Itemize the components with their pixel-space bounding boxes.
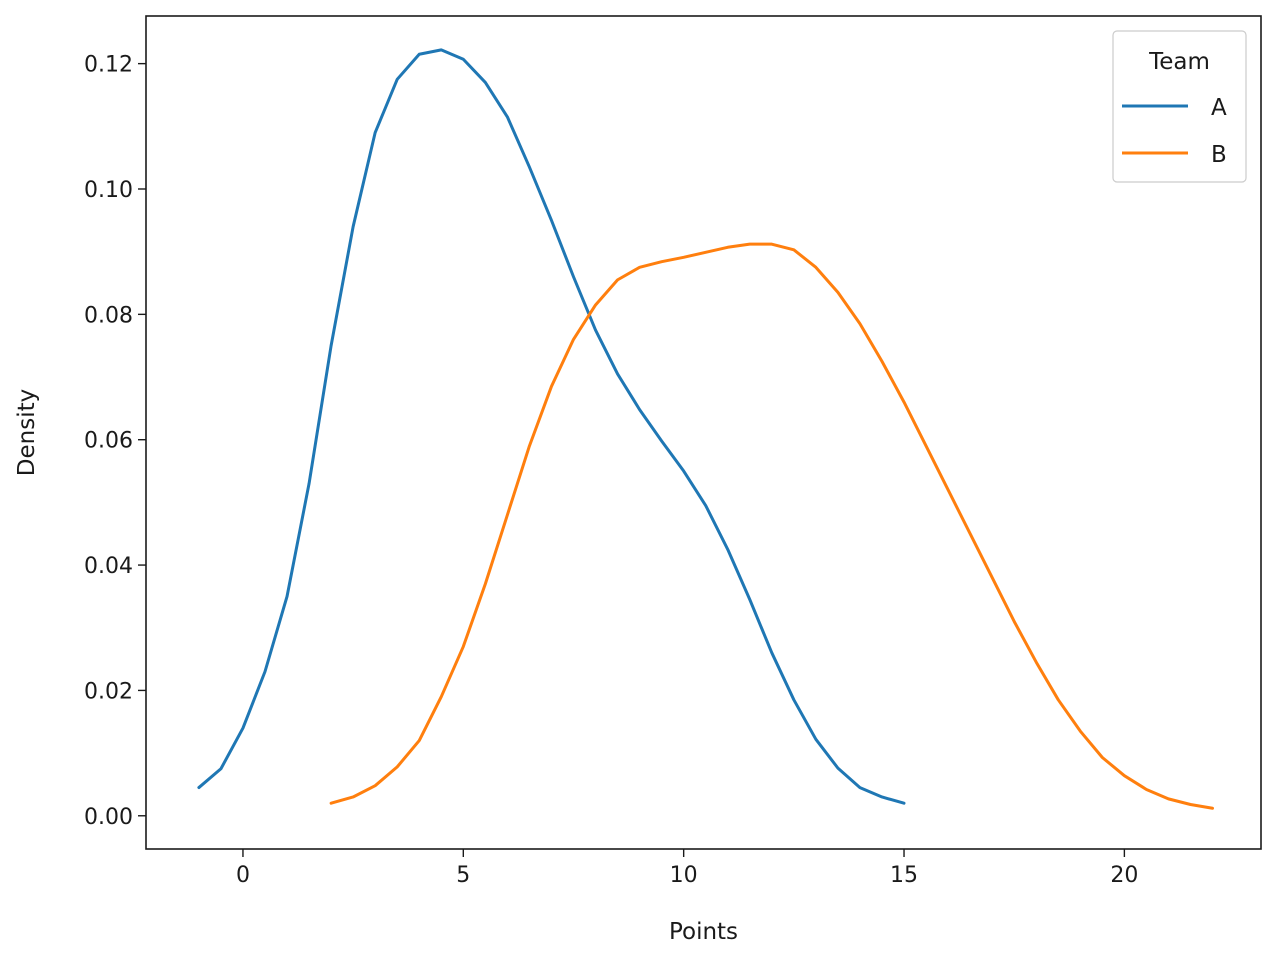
y-axis-label: Density — [14, 389, 40, 476]
legend-title: Team — [1148, 49, 1210, 75]
x-axis: 0 5 10 15 20 — [236, 849, 1138, 888]
y-tick-label: 0.12 — [84, 53, 133, 78]
x-tick-label: 0 — [236, 863, 250, 888]
x-tick-label: 20 — [1110, 863, 1138, 888]
legend-label-a: A — [1211, 95, 1227, 121]
y-axis: 0.00 0.02 0.04 0.06 0.08 0.10 0.12 — [84, 53, 146, 830]
legend: Team A B — [1112, 30, 1247, 183]
y-tick-label: 0.10 — [84, 178, 133, 203]
x-tick-label: 5 — [456, 863, 470, 888]
x-tick-label: 15 — [890, 863, 918, 888]
x-tick-label: 10 — [670, 863, 698, 888]
y-tick-label: 0.08 — [84, 303, 133, 328]
plot-frame — [145, 15, 1262, 850]
series-line-b — [329, 242, 1215, 810]
series-layer — [197, 48, 1215, 810]
y-tick-label: 0.04 — [84, 554, 133, 579]
y-tick-label: 0.06 — [84, 429, 133, 454]
x-axis-label: Points — [669, 919, 738, 945]
legend-label-b: B — [1211, 142, 1227, 168]
y-tick-label: 0.02 — [84, 679, 133, 704]
series-line-a — [197, 48, 906, 805]
y-tick-label: 0.00 — [84, 805, 133, 830]
